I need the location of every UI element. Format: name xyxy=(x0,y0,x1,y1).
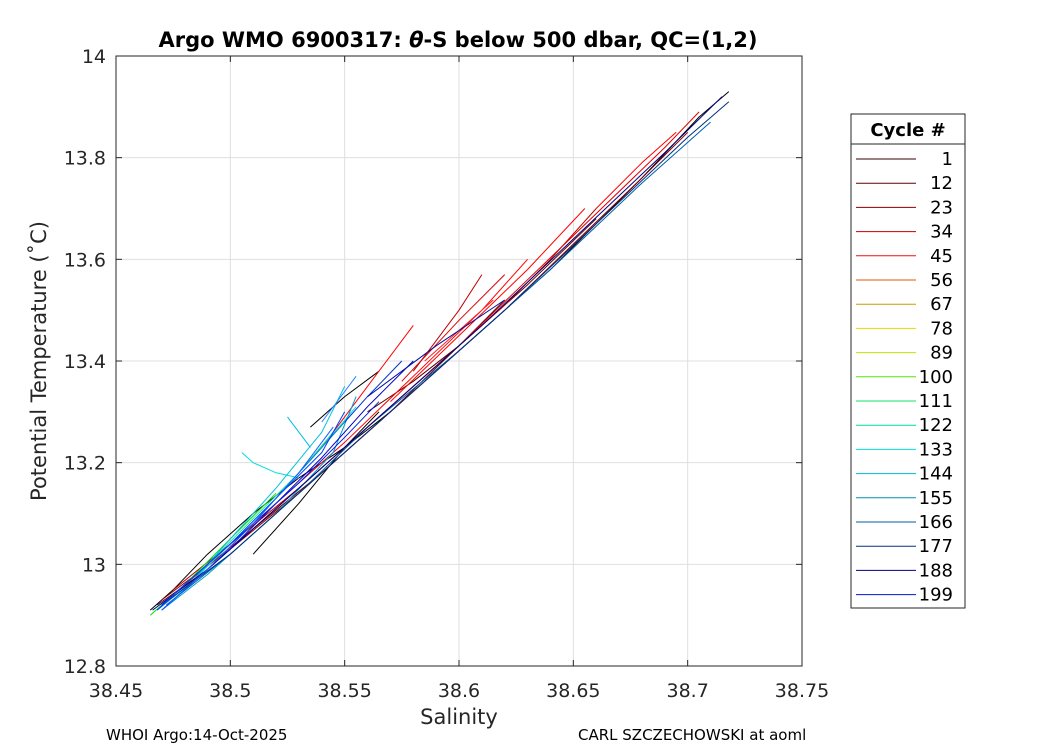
series-line-26 xyxy=(161,360,414,611)
legend-label: 177 xyxy=(919,536,953,557)
y-tick-label: 14 xyxy=(82,46,106,68)
legend-label: 122 xyxy=(919,415,953,436)
legend-label: 111 xyxy=(919,391,953,412)
legend-title: Cycle # xyxy=(870,120,945,141)
legend-label: 155 xyxy=(919,488,953,509)
x-tick-label: 38.65 xyxy=(546,680,600,702)
x-tick-label: 38.5 xyxy=(209,680,251,702)
y-tick-label: 13.8 xyxy=(64,148,106,170)
series-line-20 xyxy=(287,416,311,448)
x-tick-label: 38.75 xyxy=(775,680,829,702)
footer-credit: CARL SZCZECHOWSKI at aoml xyxy=(578,726,807,744)
legend-label: 23 xyxy=(930,197,953,218)
y-tick-labels: 12.8 13 13.2 13.4 13.6 13.8 14 xyxy=(64,46,106,678)
y-tick-label: 12.8 xyxy=(64,656,106,678)
legend-label: 12 xyxy=(930,173,953,194)
series-line-13 xyxy=(595,131,677,209)
chart-title-theta: θ xyxy=(409,28,423,52)
chart-title-prefix: Argo WMO 6900317: xyxy=(158,28,409,52)
legend-entries: 1 12 23 34 45 56 67 78 89 100 111 122 133 144 155 166 17… xyxy=(856,149,953,606)
legend-label: 1 xyxy=(942,149,953,170)
chart-title-suffix: -S below 500 dbar, QC=(1,2) xyxy=(424,28,758,52)
series-line-18 xyxy=(241,452,300,479)
legend-label: 45 xyxy=(930,246,953,267)
footer-date: WHOI Argo:14-Oct-2025 xyxy=(106,726,288,744)
legend-label: 56 xyxy=(930,270,953,291)
series-line-29 xyxy=(161,426,334,611)
series-line-31 xyxy=(367,299,505,398)
x-axis-label: Salinity xyxy=(420,705,498,729)
legend-label: 188 xyxy=(919,560,953,581)
y-tick-label: 13 xyxy=(82,554,106,576)
y-tick-label: 13.6 xyxy=(64,249,106,271)
grid xyxy=(116,56,802,666)
series-line-19 xyxy=(184,386,346,591)
y-tick-label: 13.2 xyxy=(64,453,106,475)
y-tick-label: 13.4 xyxy=(64,351,106,373)
legend-label: 89 xyxy=(930,343,953,364)
legend-label: 166 xyxy=(919,512,953,533)
chart-title: Argo WMO 6900317: θ-S below 500 dbar, QC… xyxy=(158,28,757,52)
legend-box xyxy=(850,113,966,609)
legend-label: 34 xyxy=(930,222,953,243)
legend-label: 133 xyxy=(919,439,953,460)
legend-label: 67 xyxy=(930,294,953,315)
series-line-2 xyxy=(310,370,380,428)
series-line-10 xyxy=(321,325,414,448)
series-line-1 xyxy=(252,411,380,555)
series-line-9 xyxy=(390,208,586,403)
series-line-24 xyxy=(161,101,730,606)
x-tick-label: 38.6 xyxy=(438,680,480,702)
y-axis-label: Potential Temperature (˚C) xyxy=(27,221,51,501)
series-line-28 xyxy=(156,411,346,611)
legend-label: 144 xyxy=(919,464,953,485)
x-tick-label: 38.7 xyxy=(667,680,709,702)
legend: Cycle # 1 12 23 34 45 56 67 78 89 100 111 122 133 144… xyxy=(850,113,966,609)
x-tick-label: 38.45 xyxy=(89,680,143,702)
x-tick-label: 38.55 xyxy=(317,680,371,702)
legend-label: 199 xyxy=(919,585,953,606)
series-line-32 xyxy=(321,375,357,423)
legend-label: 100 xyxy=(919,367,953,388)
series-line-4 xyxy=(367,299,506,413)
legend-label: 78 xyxy=(930,318,953,339)
x-tick-labels: 38.45 38.5 38.55 38.6 38.65 38.7 38.75 xyxy=(89,680,829,702)
series-lines xyxy=(149,91,730,616)
axis-ticks xyxy=(115,55,803,667)
